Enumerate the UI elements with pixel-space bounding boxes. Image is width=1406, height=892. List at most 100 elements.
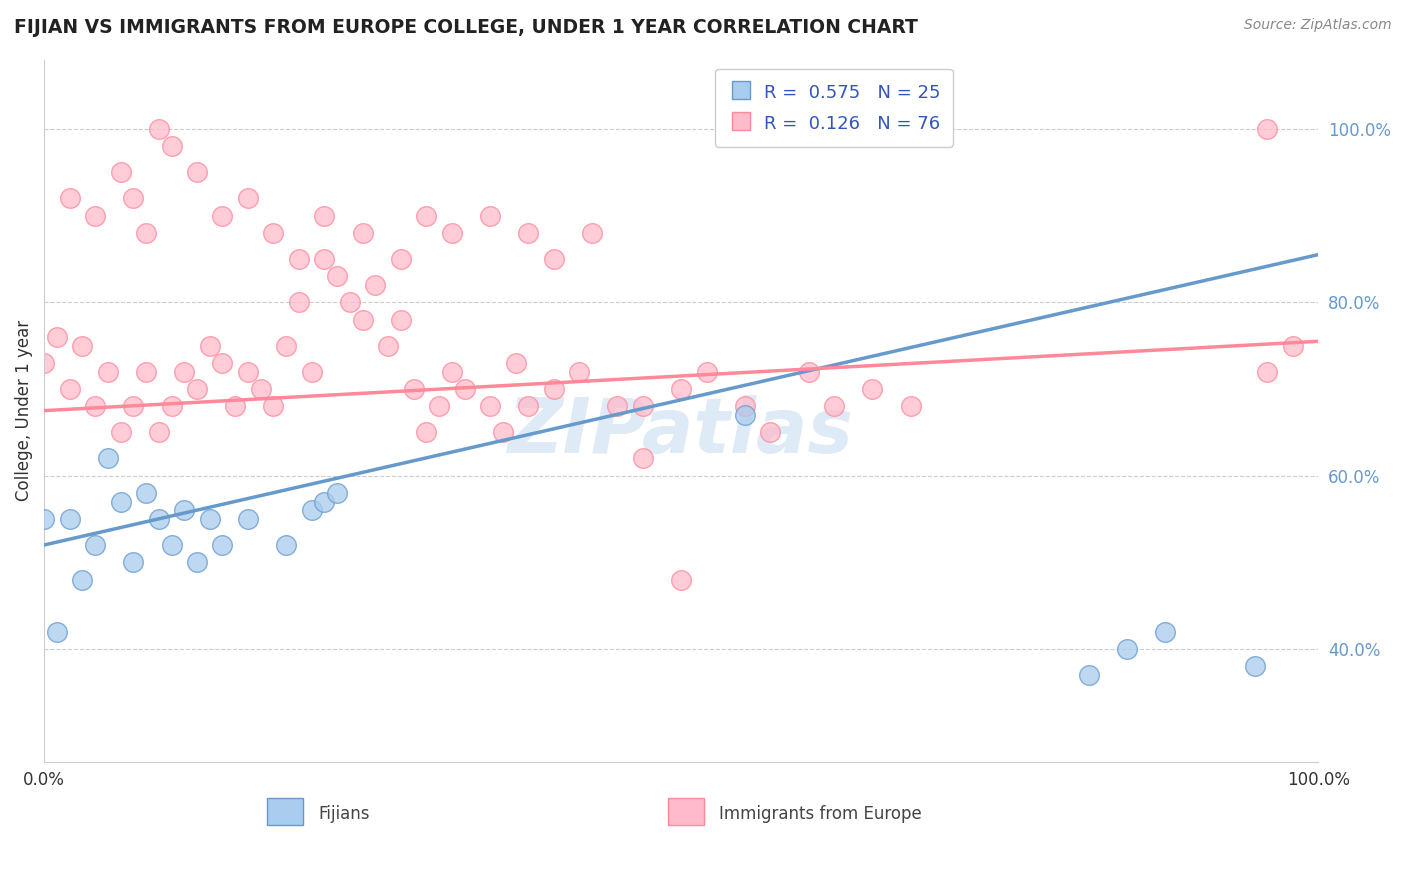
Point	[314, 209, 336, 223]
Point	[110, 165, 132, 179]
Point	[173, 365, 195, 379]
Point	[517, 399, 540, 413]
Point	[860, 382, 883, 396]
Point	[389, 252, 412, 266]
Point	[288, 252, 311, 266]
Point	[135, 365, 157, 379]
Point	[631, 399, 654, 413]
Point	[276, 538, 298, 552]
Point	[224, 399, 246, 413]
Legend: R =  0.575   N = 25, R =  0.126   N = 76: R = 0.575 N = 25, R = 0.126 N = 76	[716, 69, 953, 147]
Point	[160, 538, 183, 552]
Point	[186, 165, 208, 179]
Point	[58, 191, 80, 205]
Point	[823, 399, 845, 413]
Point	[72, 573, 94, 587]
Point	[160, 399, 183, 413]
Point	[440, 226, 463, 240]
Text: ZIPatlas: ZIPatlas	[508, 394, 855, 468]
Point	[148, 122, 170, 136]
Point	[1154, 624, 1177, 639]
Point	[110, 494, 132, 508]
Point	[58, 512, 80, 526]
Point	[301, 365, 323, 379]
Point	[186, 382, 208, 396]
Point	[606, 399, 628, 413]
Point	[669, 382, 692, 396]
Text: Source: ZipAtlas.com: Source: ZipAtlas.com	[1244, 18, 1392, 32]
Point	[492, 425, 515, 440]
Point	[211, 209, 233, 223]
FancyBboxPatch shape	[267, 798, 302, 825]
Point	[198, 338, 221, 352]
Point	[160, 139, 183, 153]
Point	[211, 356, 233, 370]
Point	[186, 555, 208, 569]
Point	[479, 399, 502, 413]
Point	[148, 425, 170, 440]
Point	[759, 425, 782, 440]
Text: FIJIAN VS IMMIGRANTS FROM EUROPE COLLEGE, UNDER 1 YEAR CORRELATION CHART: FIJIAN VS IMMIGRANTS FROM EUROPE COLLEGE…	[14, 18, 918, 37]
Point	[173, 503, 195, 517]
Point	[631, 451, 654, 466]
Point	[389, 312, 412, 326]
Point	[84, 209, 107, 223]
FancyBboxPatch shape	[668, 798, 704, 825]
Point	[97, 365, 120, 379]
Point	[377, 338, 399, 352]
Point	[581, 226, 603, 240]
Point	[797, 365, 820, 379]
Point	[734, 408, 756, 422]
Point	[211, 538, 233, 552]
Point	[440, 365, 463, 379]
Point	[84, 538, 107, 552]
Point	[122, 191, 145, 205]
Point	[326, 269, 349, 284]
Point	[198, 512, 221, 526]
Point	[122, 555, 145, 569]
Point	[1256, 122, 1278, 136]
Point	[415, 425, 437, 440]
Point	[1116, 642, 1139, 657]
Point	[696, 365, 718, 379]
Point	[72, 338, 94, 352]
Point	[122, 399, 145, 413]
Point	[352, 226, 374, 240]
Point	[148, 512, 170, 526]
Point	[326, 486, 349, 500]
Point	[97, 451, 120, 466]
Point	[669, 573, 692, 587]
Point	[568, 365, 591, 379]
Point	[453, 382, 475, 396]
Point	[1077, 668, 1099, 682]
Point	[236, 365, 259, 379]
Point	[236, 191, 259, 205]
Point	[314, 494, 336, 508]
Point	[262, 399, 284, 413]
Point	[543, 252, 565, 266]
Point	[45, 330, 67, 344]
Point	[276, 338, 298, 352]
Point	[135, 226, 157, 240]
Point	[45, 624, 67, 639]
Point	[1243, 659, 1265, 673]
Point	[415, 209, 437, 223]
Text: Immigrants from Europe: Immigrants from Europe	[720, 805, 922, 823]
Point	[402, 382, 425, 396]
Point	[479, 209, 502, 223]
Point	[301, 503, 323, 517]
Point	[314, 252, 336, 266]
Point	[249, 382, 271, 396]
Point	[339, 295, 361, 310]
Y-axis label: College, Under 1 year: College, Under 1 year	[15, 320, 32, 501]
Point	[517, 226, 540, 240]
Point	[1281, 338, 1303, 352]
Point	[364, 277, 387, 292]
Point	[32, 512, 55, 526]
Text: Fijians: Fijians	[318, 805, 370, 823]
Point	[110, 425, 132, 440]
Point	[135, 486, 157, 500]
Point	[84, 399, 107, 413]
Point	[1256, 365, 1278, 379]
Point	[734, 399, 756, 413]
